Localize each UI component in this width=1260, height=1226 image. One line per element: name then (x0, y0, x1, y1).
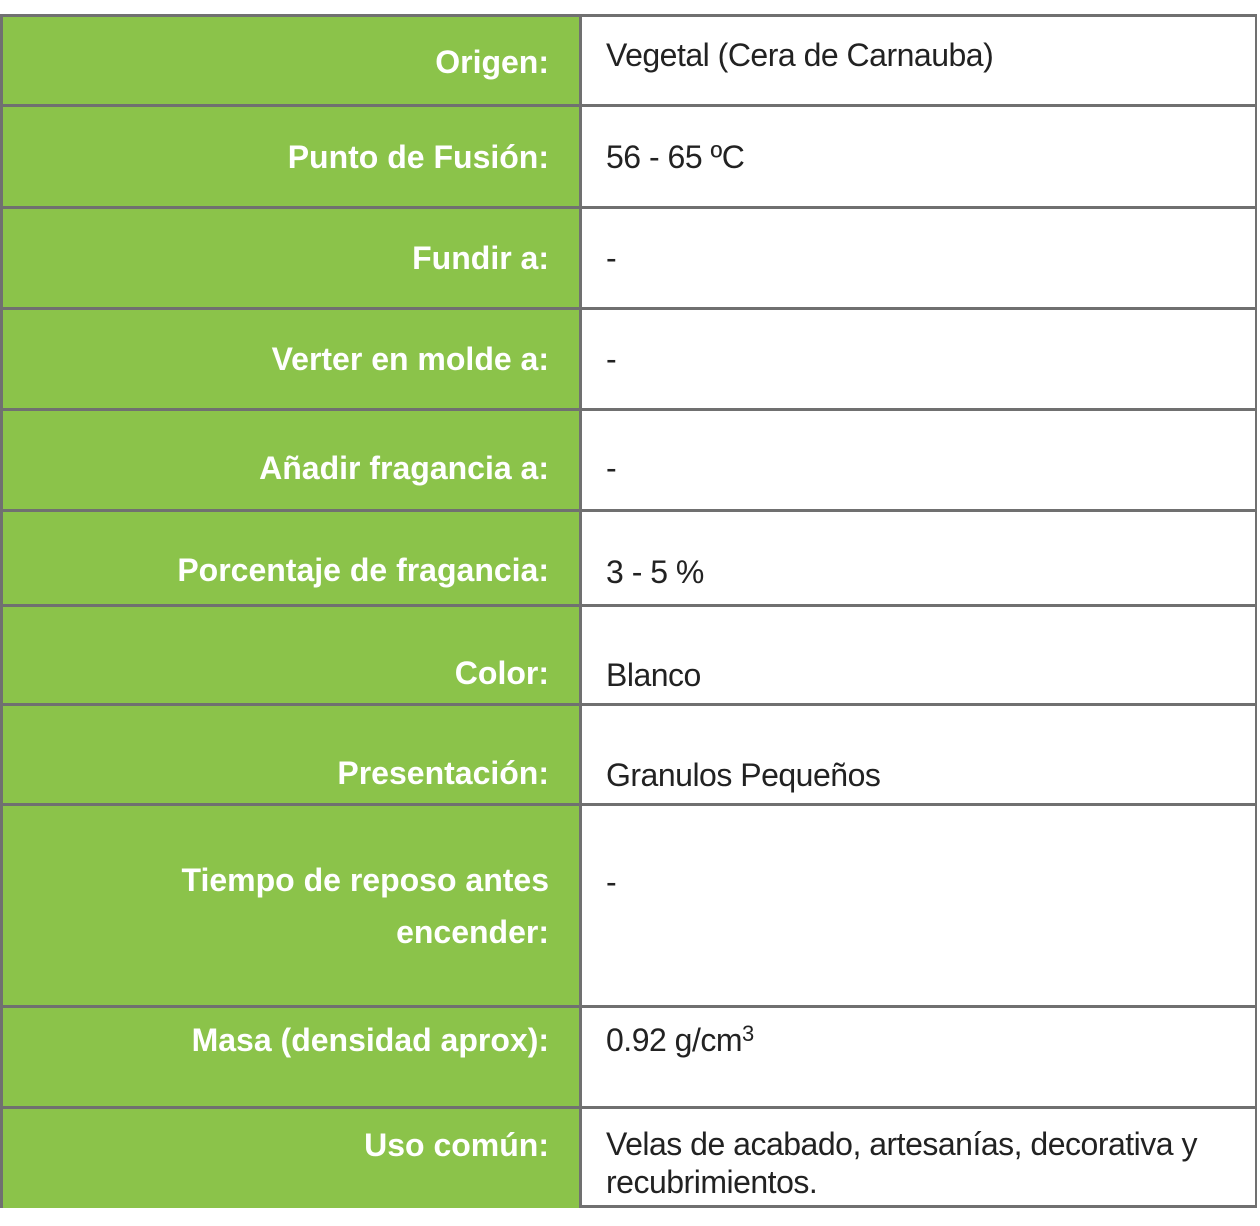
table-row: Punto de Fusión: 56 - 65 ºC (3, 104, 1255, 206)
row-value: - (606, 240, 617, 276)
table-row: Uso común: Velas de acabado, artesanías,… (3, 1106, 1255, 1208)
row-value: 56 - 65 ºC (606, 138, 745, 175)
row-label: Añadir fragancia a: (3, 411, 582, 509)
row-label: Uso común: (3, 1109, 582, 1208)
row-label: Porcentaje de fragancia: (3, 512, 582, 604)
row-value: 0.92 g/cm 3 (582, 1008, 1255, 1106)
row-value: - (606, 341, 617, 377)
density-exponent: 3 (742, 1021, 754, 1046)
table-row: Porcentaje de fragancia: 3 - 5 % (3, 509, 1255, 604)
row-value: - (606, 864, 617, 900)
row-label: Verter en molde a: (3, 310, 582, 408)
table-row: Origen: Vegetal (Cera de Carnauba) (3, 17, 1255, 106)
row-label: Punto de Fusión: (3, 107, 582, 206)
table-row: Verter en molde a: - (3, 307, 1255, 408)
row-label: Origen: (3, 17, 582, 106)
row-label: Fundir a: (3, 209, 582, 307)
row-value: Blanco (606, 657, 701, 693)
table-row: Añadir fragancia a: - (3, 408, 1255, 509)
row-label: Presentación: (3, 706, 582, 803)
table-row: Color: Blanco (3, 604, 1255, 703)
row-value: - (606, 450, 617, 486)
row-label: Tiempo de reposo antes encender: (3, 806, 582, 1005)
table-row: Tiempo de reposo antes encender: - (3, 803, 1255, 1005)
row-value: 3 - 5 % (606, 554, 704, 590)
row-value: Velas de acabado, artesanías, decorativa… (606, 1126, 1206, 1200)
table-row: Presentación: Granulos Pequeños (3, 703, 1255, 803)
row-label: Color: (3, 607, 582, 703)
properties-table: Origen: Vegetal (Cera de Carnauba) Punto… (0, 14, 1257, 1208)
table-row: Fundir a: - (3, 206, 1255, 307)
row-label: Masa (densidad aprox): (3, 1008, 582, 1106)
density-value: 0.92 g/cm (606, 1022, 743, 1058)
row-value: Granulos Pequeños (606, 757, 881, 793)
table-row: Masa (densidad aprox): 0.92 g/cm 3 (3, 1005, 1255, 1106)
row-value: Vegetal (Cera de Carnauba) (606, 36, 994, 73)
